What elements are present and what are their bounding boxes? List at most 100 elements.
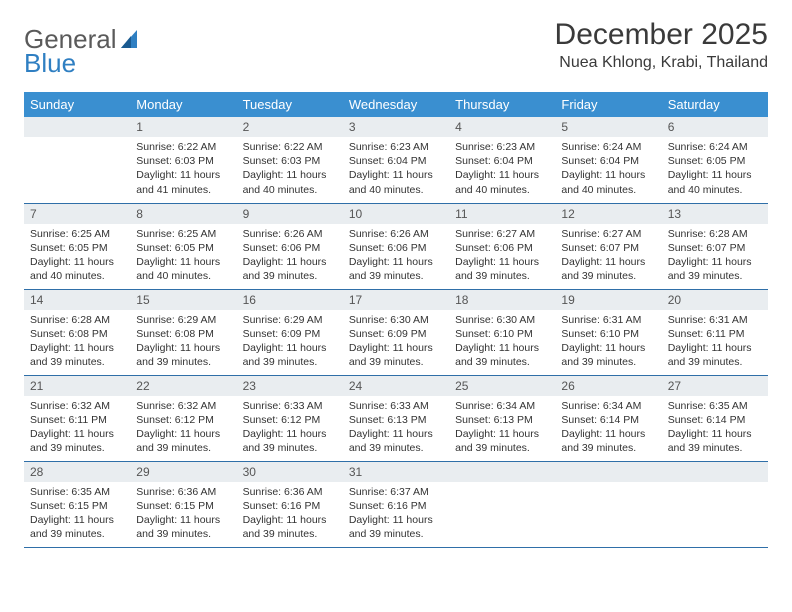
day-number: 20 [662,290,768,310]
calendar-cell: 13Sunrise: 6:28 AMSunset: 6:07 PMDayligh… [662,203,768,289]
day-details: Sunrise: 6:32 AMSunset: 6:11 PMDaylight:… [24,396,130,460]
day-details: Sunrise: 6:28 AMSunset: 6:08 PMDaylight:… [24,310,130,374]
calendar-cell [555,461,661,547]
day-number: 28 [24,462,130,482]
calendar-cell: 16Sunrise: 6:29 AMSunset: 6:09 PMDayligh… [237,289,343,375]
day-number-empty [662,462,768,482]
day-details: Sunrise: 6:29 AMSunset: 6:09 PMDaylight:… [237,310,343,374]
calendar-row: 1Sunrise: 6:22 AMSunset: 6:03 PMDaylight… [24,117,768,203]
calendar-cell: 14Sunrise: 6:28 AMSunset: 6:08 PMDayligh… [24,289,130,375]
day-number: 27 [662,376,768,396]
day-number: 29 [130,462,236,482]
day-number: 8 [130,204,236,224]
calendar-row: 14Sunrise: 6:28 AMSunset: 6:08 PMDayligh… [24,289,768,375]
day-details: Sunrise: 6:25 AMSunset: 6:05 PMDaylight:… [130,224,236,288]
day-number: 26 [555,376,661,396]
calendar-cell: 1Sunrise: 6:22 AMSunset: 6:03 PMDaylight… [130,117,236,203]
day-details: Sunrise: 6:24 AMSunset: 6:05 PMDaylight:… [662,137,768,201]
day-details: Sunrise: 6:29 AMSunset: 6:08 PMDaylight:… [130,310,236,374]
weekday-header-row: SundayMondayTuesdayWednesdayThursdayFrid… [24,92,768,117]
weekday-header: Tuesday [237,92,343,117]
day-details: Sunrise: 6:26 AMSunset: 6:06 PMDaylight:… [237,224,343,288]
calendar-cell: 22Sunrise: 6:32 AMSunset: 6:12 PMDayligh… [130,375,236,461]
day-number-empty [24,117,130,137]
calendar-cell: 7Sunrise: 6:25 AMSunset: 6:05 PMDaylight… [24,203,130,289]
day-number-empty [555,462,661,482]
weekday-header: Saturday [662,92,768,117]
calendar-cell: 2Sunrise: 6:22 AMSunset: 6:03 PMDaylight… [237,117,343,203]
day-number: 3 [343,117,449,137]
logo-text-2: Blue [24,48,76,78]
calendar-cell [24,117,130,203]
calendar-cell: 24Sunrise: 6:33 AMSunset: 6:13 PMDayligh… [343,375,449,461]
calendar-cell: 17Sunrise: 6:30 AMSunset: 6:09 PMDayligh… [343,289,449,375]
calendar-cell [449,461,555,547]
day-details: Sunrise: 6:30 AMSunset: 6:09 PMDaylight:… [343,310,449,374]
day-number: 30 [237,462,343,482]
day-number: 19 [555,290,661,310]
day-details: Sunrise: 6:36 AMSunset: 6:16 PMDaylight:… [237,482,343,546]
day-details: Sunrise: 6:27 AMSunset: 6:06 PMDaylight:… [449,224,555,288]
day-details: Sunrise: 6:36 AMSunset: 6:15 PMDaylight:… [130,482,236,546]
day-details: Sunrise: 6:25 AMSunset: 6:05 PMDaylight:… [24,224,130,288]
calendar-cell: 19Sunrise: 6:31 AMSunset: 6:10 PMDayligh… [555,289,661,375]
calendar-cell: 26Sunrise: 6:34 AMSunset: 6:14 PMDayligh… [555,375,661,461]
calendar-cell: 29Sunrise: 6:36 AMSunset: 6:15 PMDayligh… [130,461,236,547]
day-details: Sunrise: 6:37 AMSunset: 6:16 PMDaylight:… [343,482,449,546]
day-number: 1 [130,117,236,137]
calendar-table: SundayMondayTuesdayWednesdayThursdayFrid… [24,92,768,548]
calendar-cell: 4Sunrise: 6:23 AMSunset: 6:04 PMDaylight… [449,117,555,203]
day-number: 12 [555,204,661,224]
calendar-cell: 8Sunrise: 6:25 AMSunset: 6:05 PMDaylight… [130,203,236,289]
calendar-cell: 21Sunrise: 6:32 AMSunset: 6:11 PMDayligh… [24,375,130,461]
calendar-cell: 28Sunrise: 6:35 AMSunset: 6:15 PMDayligh… [24,461,130,547]
day-details: Sunrise: 6:31 AMSunset: 6:11 PMDaylight:… [662,310,768,374]
day-details: Sunrise: 6:28 AMSunset: 6:07 PMDaylight:… [662,224,768,288]
day-number: 18 [449,290,555,310]
calendar-cell: 15Sunrise: 6:29 AMSunset: 6:08 PMDayligh… [130,289,236,375]
day-details: Sunrise: 6:34 AMSunset: 6:13 PMDaylight:… [449,396,555,460]
day-number: 16 [237,290,343,310]
day-number: 15 [130,290,236,310]
calendar-row: 21Sunrise: 6:32 AMSunset: 6:11 PMDayligh… [24,375,768,461]
day-details: Sunrise: 6:32 AMSunset: 6:12 PMDaylight:… [130,396,236,460]
calendar-cell: 23Sunrise: 6:33 AMSunset: 6:12 PMDayligh… [237,375,343,461]
day-number: 11 [449,204,555,224]
day-details: Sunrise: 6:31 AMSunset: 6:10 PMDaylight:… [555,310,661,374]
calendar-row: 7Sunrise: 6:25 AMSunset: 6:05 PMDaylight… [24,203,768,289]
day-details: Sunrise: 6:22 AMSunset: 6:03 PMDaylight:… [130,137,236,201]
day-number: 6 [662,117,768,137]
day-details: Sunrise: 6:23 AMSunset: 6:04 PMDaylight:… [343,137,449,201]
logo-sail-icon [121,30,143,50]
header: General December 2025 Nuea Khlong, Krabi… [24,18,768,72]
weekday-header: Friday [555,92,661,117]
day-number: 24 [343,376,449,396]
day-details: Sunrise: 6:34 AMSunset: 6:14 PMDaylight:… [555,396,661,460]
day-number: 2 [237,117,343,137]
day-number-empty [449,462,555,482]
calendar-cell: 5Sunrise: 6:24 AMSunset: 6:04 PMDaylight… [555,117,661,203]
day-number: 13 [662,204,768,224]
calendar-cell: 11Sunrise: 6:27 AMSunset: 6:06 PMDayligh… [449,203,555,289]
day-details: Sunrise: 6:33 AMSunset: 6:13 PMDaylight:… [343,396,449,460]
weekday-header: Sunday [24,92,130,117]
calendar-cell [662,461,768,547]
calendar-cell: 6Sunrise: 6:24 AMSunset: 6:05 PMDaylight… [662,117,768,203]
day-number: 21 [24,376,130,396]
calendar-row: 28Sunrise: 6:35 AMSunset: 6:15 PMDayligh… [24,461,768,547]
day-number: 7 [24,204,130,224]
weekday-header: Thursday [449,92,555,117]
day-details: Sunrise: 6:35 AMSunset: 6:15 PMDaylight:… [24,482,130,546]
day-number: 9 [237,204,343,224]
location: Nuea Khlong, Krabi, Thailand [555,54,768,72]
day-details: Sunrise: 6:33 AMSunset: 6:12 PMDaylight:… [237,396,343,460]
day-details: Sunrise: 6:26 AMSunset: 6:06 PMDaylight:… [343,224,449,288]
day-details: Sunrise: 6:23 AMSunset: 6:04 PMDaylight:… [449,137,555,201]
day-details: Sunrise: 6:30 AMSunset: 6:10 PMDaylight:… [449,310,555,374]
calendar-cell: 27Sunrise: 6:35 AMSunset: 6:14 PMDayligh… [662,375,768,461]
calendar-cell: 9Sunrise: 6:26 AMSunset: 6:06 PMDaylight… [237,203,343,289]
calendar-cell: 18Sunrise: 6:30 AMSunset: 6:10 PMDayligh… [449,289,555,375]
day-number: 23 [237,376,343,396]
calendar-cell: 30Sunrise: 6:36 AMSunset: 6:16 PMDayligh… [237,461,343,547]
day-number: 31 [343,462,449,482]
